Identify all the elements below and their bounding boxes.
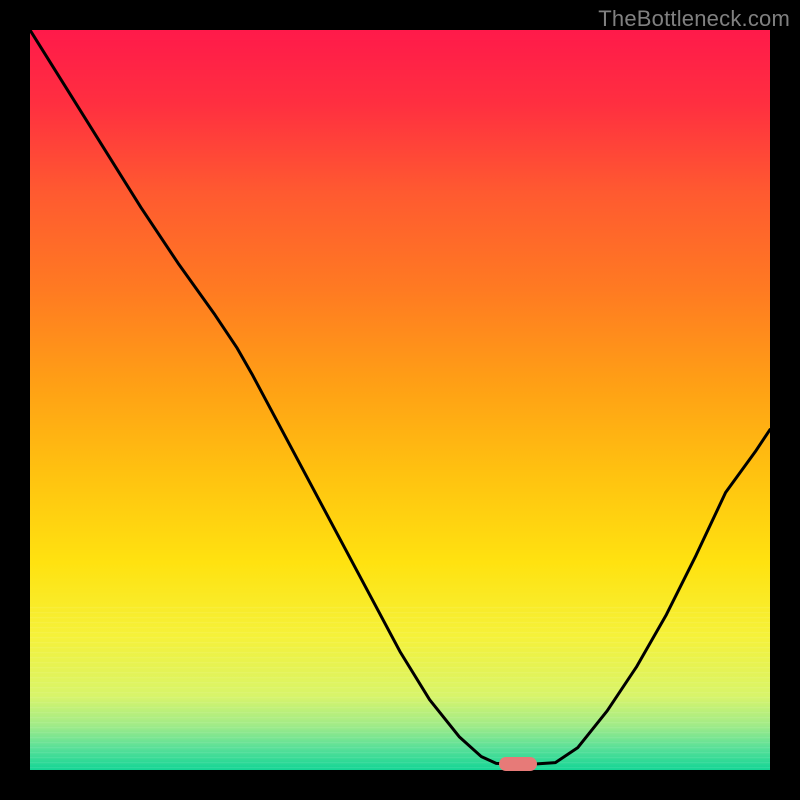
bottleneck-curve xyxy=(30,30,770,770)
optimum-marker xyxy=(499,757,537,771)
chart-container: TheBottleneck.com xyxy=(0,0,800,800)
watermark-text: TheBottleneck.com xyxy=(598,6,790,32)
plot-area xyxy=(30,30,770,770)
